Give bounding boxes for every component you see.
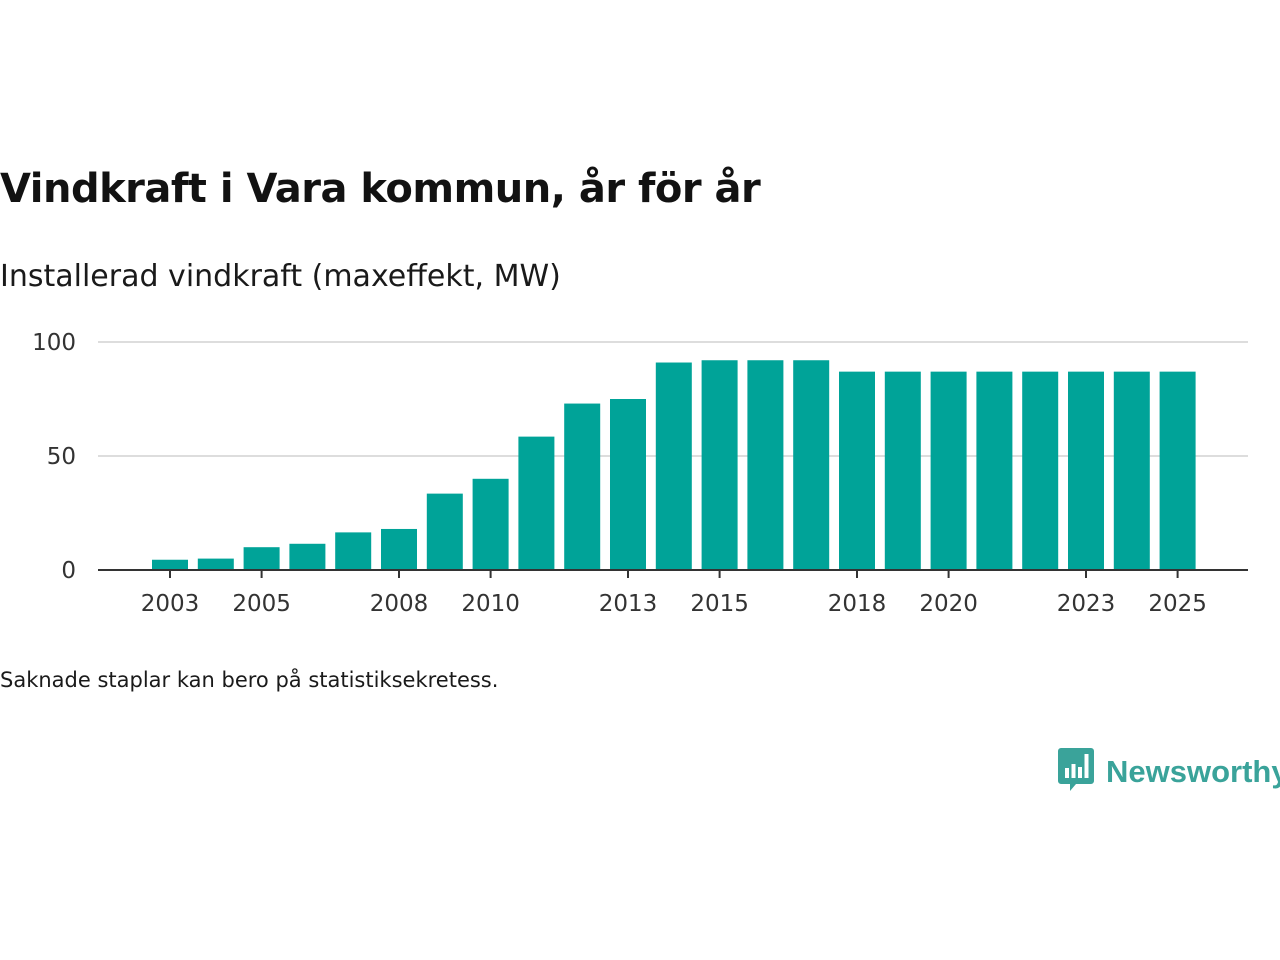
bar-2014[interactable]: [655, 362, 692, 570]
bar-chart: 0 50 100 2003 2005 2008 2010 2013 2015 2018 2020 20…: [32, 330, 1248, 617]
x-tick-label: 2003: [141, 591, 200, 617]
x-tick-label: 2005: [232, 591, 291, 617]
bar-2006[interactable]: [289, 543, 326, 570]
chart-title: Vindkraft i Vara kommun, år för år: [0, 166, 761, 212]
y-tick-label: 0: [61, 558, 76, 584]
x-tick-label: 2025: [1148, 591, 1207, 617]
axes: 0 50 100 2003 2005 2008 2010 2013 2015 2018 2020 20…: [32, 330, 1248, 617]
x-tick-label: 2008: [370, 591, 429, 617]
brand-name: Newsworthy: [1106, 754, 1280, 789]
chart-subtitle: Installerad vindkraft (maxeffekt, MW): [0, 259, 561, 294]
bar-2012[interactable]: [564, 403, 601, 570]
bar-2011[interactable]: [518, 436, 555, 570]
bar-2020[interactable]: [930, 371, 967, 570]
bar-2005[interactable]: [243, 547, 280, 570]
bar-2024[interactable]: [1113, 371, 1150, 570]
y-tick-label: 50: [47, 444, 76, 470]
bar-2016[interactable]: [747, 360, 784, 570]
bar-2013[interactable]: [610, 399, 646, 570]
x-tick-label: 2018: [828, 591, 887, 617]
bar-2010[interactable]: [472, 478, 509, 570]
bar-2015[interactable]: [701, 360, 738, 570]
bar-2009[interactable]: [426, 493, 463, 570]
bar-2023[interactable]: [1068, 371, 1104, 570]
bar-2017[interactable]: [793, 360, 830, 570]
bar-2003[interactable]: [152, 559, 188, 570]
footnote: Saknade staplar kan bero på statistiksek…: [0, 668, 499, 692]
bar-chart-speech-bubble-icon: [1058, 748, 1094, 796]
x-tick-label: 2013: [599, 591, 658, 617]
bar-2019[interactable]: [884, 371, 921, 570]
bar-2018[interactable]: [839, 371, 875, 570]
brand-logo[interactable]: Newsworthy: [1058, 748, 1280, 796]
x-tick-label: 2015: [690, 591, 749, 617]
x-tick-label: 2010: [461, 591, 520, 617]
bar-2004[interactable]: [197, 558, 234, 570]
bar-2021[interactable]: [976, 371, 1013, 570]
x-tick-label: 2023: [1057, 591, 1116, 617]
bar-2022[interactable]: [1022, 371, 1059, 570]
bar-2025[interactable]: [1159, 371, 1196, 570]
x-tick-label: 2020: [919, 591, 978, 617]
y-tick-label: 100: [32, 330, 76, 356]
bar-2007[interactable]: [335, 532, 372, 570]
bars: [152, 360, 1196, 570]
bar-2008[interactable]: [381, 528, 417, 570]
